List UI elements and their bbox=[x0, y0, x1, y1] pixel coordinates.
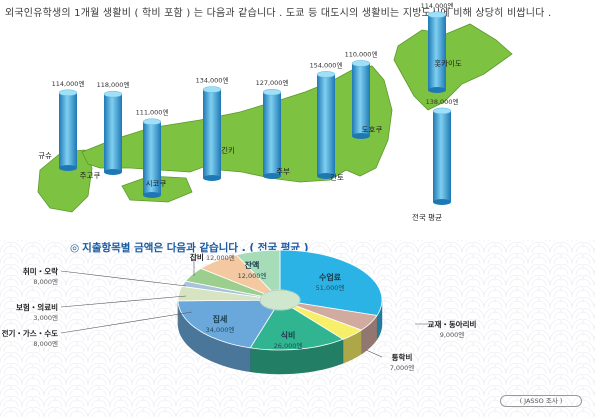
pie-sides bbox=[177, 300, 383, 375]
region-name-1: 주고쿠 bbox=[80, 171, 101, 180]
pie-label-name-2: 통학비 bbox=[392, 352, 413, 362]
pillar-value-7: 114,000엔 bbox=[421, 1, 454, 10]
pillar-value-2: 111,000엔 bbox=[136, 108, 169, 117]
region-name-5: 간토 bbox=[330, 172, 344, 182]
pie-label-value-4: 34,000엔 bbox=[206, 325, 235, 334]
pillar-4 bbox=[262, 88, 282, 179]
pie-label-value-7: 8,000엔 bbox=[33, 277, 58, 286]
pie-label-value-9: 12,000엔 bbox=[238, 271, 267, 280]
pillar-3 bbox=[202, 86, 222, 181]
pie-label-name-6: 보험・의료비 bbox=[16, 302, 58, 312]
region-name-6: 도호쿠 bbox=[362, 125, 383, 134]
pillar-8 bbox=[432, 107, 452, 205]
pillar-value-6: 110,000엔 bbox=[345, 49, 378, 58]
pillar-6 bbox=[351, 60, 371, 139]
region-name-2: 시코쿠 bbox=[146, 179, 167, 188]
pie-label-name-7: 취미・오락 bbox=[23, 266, 58, 276]
pie-title-text: 지출항목별 금액은 다음과 같습니다 . ( 전국 평균 ) bbox=[82, 242, 309, 254]
pie-label-7: 취미・오락8,000엔 bbox=[23, 266, 187, 287]
pie-label-name-4: 집세 bbox=[213, 314, 228, 324]
pie-label-name-1: 교재・동아리비 bbox=[428, 319, 477, 329]
pie-label-name-3: 식비 bbox=[281, 330, 296, 340]
pie-hole bbox=[259, 289, 301, 311]
pie-chart: 수업료51,000엔교재・동아리비9,000엔통학비7,000엔식비26,000… bbox=[2, 250, 477, 375]
region-name-7: 홋카이도 bbox=[434, 58, 462, 68]
region-name-4: 주부 bbox=[276, 167, 290, 176]
pillar-value-8: 138,000엔 bbox=[426, 97, 459, 106]
pie-label-value-6: 3,000엔 bbox=[33, 313, 58, 322]
pie-title-mark: ◎ bbox=[70, 242, 80, 254]
region-name-8: 전국 평균 bbox=[412, 212, 442, 222]
pie-title: ◎ 지출항목별 금액은 다음과 같습니다 . ( 전국 평균 ) bbox=[70, 240, 309, 255]
pillar-value-0: 114,000엔 bbox=[52, 79, 85, 88]
pillar-7 bbox=[427, 11, 447, 93]
pie-label-5: 전기・가스・수도8,000엔 bbox=[2, 311, 193, 348]
intro-text: 외국인유학생의 1개월 생활비 ( 학비 포함 ) 는 다음과 같습니다 . 도… bbox=[5, 8, 552, 19]
pie-label-name-8: 잡비 bbox=[190, 252, 204, 262]
pie-label-value-3: 26,000엔 bbox=[274, 341, 303, 350]
pillar-value-1: 118,000엔 bbox=[97, 80, 130, 89]
pillar-2 bbox=[142, 118, 162, 198]
region-name-3: 긴키 bbox=[221, 145, 235, 155]
pie-label-8: 잡비 12,000엔 bbox=[190, 252, 235, 276]
pillar-value-4: 127,000엔 bbox=[256, 78, 289, 87]
region-name-0: 규슈 bbox=[38, 151, 52, 160]
pillar-1 bbox=[103, 90, 123, 175]
pie-label-value-0: 51,000엔 bbox=[316, 283, 345, 292]
pie-label-value-1: 9,000엔 bbox=[440, 330, 465, 339]
pie-labels: 수업료51,000엔교재・동아리비9,000엔통학비7,000엔식비26,000… bbox=[2, 252, 477, 372]
map-hokkaido bbox=[393, 23, 513, 111]
pie-label-value-2: 7,000엔 bbox=[390, 363, 415, 372]
pie-label-name-0: 수업료 bbox=[319, 272, 342, 282]
pie-slices bbox=[177, 250, 383, 351]
pillar-0 bbox=[58, 89, 78, 171]
source-note: ( JASSO 조사 ) bbox=[500, 395, 582, 407]
pie-label-name-9: 잔액 bbox=[245, 260, 260, 270]
pie-label-name-5: 전기・가스・수도 bbox=[2, 328, 58, 338]
pie-label-value-8: 12,000엔 bbox=[206, 253, 235, 262]
pillar-value-5: 154,000엔 bbox=[310, 60, 343, 69]
pillar-5 bbox=[316, 71, 336, 179]
pie-label-value-5: 8,000엔 bbox=[33, 339, 58, 348]
pillar-value-3: 134,000엔 bbox=[196, 76, 229, 85]
